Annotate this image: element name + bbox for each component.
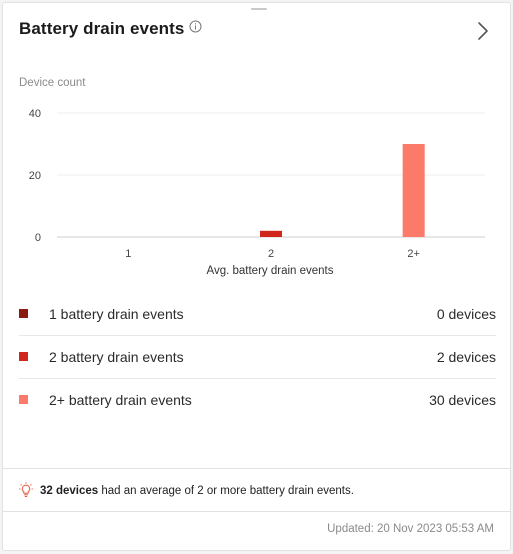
legend-row: 2 battery drain events 2 devices bbox=[19, 336, 496, 379]
legend-value: 30 devices bbox=[429, 392, 496, 408]
legend-row: 2+ battery drain events 30 devices bbox=[19, 379, 496, 421]
chevron-right-icon[interactable] bbox=[477, 21, 489, 41]
legend-value: 2 devices bbox=[436, 349, 496, 365]
legend-label: 2+ battery drain events bbox=[49, 392, 192, 408]
x-tick-label: 2+ bbox=[407, 248, 420, 260]
updated-timestamp: Updated: 20 Nov 2023 05:53 AM bbox=[327, 523, 494, 535]
y-axis-label: Device count bbox=[19, 77, 86, 89]
y-tick-label: 20 bbox=[29, 170, 41, 182]
legend-swatch bbox=[19, 309, 28, 318]
chart-legend: 1 battery drain events 0 devices 2 battery… bbox=[19, 293, 496, 421]
drag-handle[interactable] bbox=[251, 8, 267, 10]
bar-chart: Device count 0 20 40 1 2 2+ Avg. battery dra… bbox=[19, 77, 485, 277]
y-tick-label: 40 bbox=[29, 108, 41, 120]
legend-swatch bbox=[19, 352, 28, 361]
card-title: Battery drain events bbox=[19, 19, 185, 38]
legend-label: 2 battery drain events bbox=[49, 349, 184, 365]
x-tick-label: 1 bbox=[125, 248, 131, 260]
insight-message: had an average of 2 or more battery drai… bbox=[98, 485, 354, 497]
insight-text: 32 devices had an average of 2 or more b… bbox=[40, 485, 354, 497]
legend-label: 1 battery drain events bbox=[49, 306, 184, 322]
legend-swatch bbox=[19, 395, 28, 404]
y-tick-label: 0 bbox=[35, 232, 41, 244]
insight-banner: 32 devices had an average of 2 or more b… bbox=[3, 468, 510, 512]
lightbulb-icon bbox=[19, 482, 33, 497]
bar-2[interactable] bbox=[260, 230, 282, 237]
info-icon[interactable] bbox=[189, 20, 202, 33]
insight-count: 32 devices bbox=[40, 485, 99, 497]
legend-row: 1 battery drain events 0 devices bbox=[19, 293, 496, 336]
bar-3[interactable] bbox=[402, 144, 425, 237]
legend-value: 0 devices bbox=[436, 306, 496, 322]
x-axis-label: Avg. battery drain events bbox=[207, 265, 334, 277]
x-tick-label: 2 bbox=[268, 248, 274, 260]
